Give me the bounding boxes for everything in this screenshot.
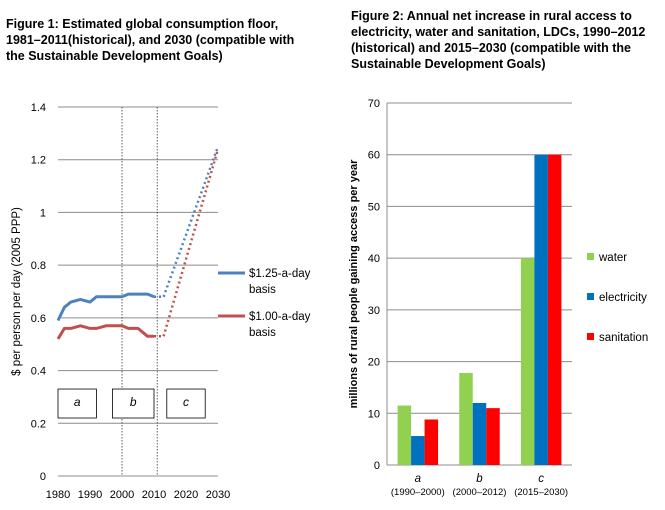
y-tick-label: 40: [368, 253, 380, 265]
period-box: [112, 388, 155, 419]
y-tick-label: 30: [368, 305, 380, 317]
y-tick-label: 0: [40, 471, 46, 483]
y-tick-label: 50: [368, 201, 380, 213]
legend-swatch: [587, 333, 594, 340]
y-axis-label: $ per person per day (2005 PPP): [11, 207, 23, 376]
legend-label: water: [598, 252, 627, 264]
legend-label: sanitation: [599, 332, 648, 344]
category-period-label: (2015–2030): [514, 487, 568, 498]
y-tick-label: 0.6: [31, 313, 46, 325]
period-label: a: [74, 395, 81, 409]
series-historical-line: [56, 292, 155, 322]
series-historical-line: [56, 324, 154, 340]
legend-label: basis: [249, 327, 276, 339]
y-tick-label: 70: [368, 98, 380, 110]
series-projection-line: [162, 146, 220, 298]
y-tick-label: 0.8: [31, 260, 46, 272]
category-label: c: [538, 473, 544, 485]
legend-label: $1.00-a-day: [249, 311, 311, 323]
y-tick-label: 0.4: [31, 366, 46, 378]
x-tick-label: 2010: [142, 489, 166, 501]
y-tick-label: 0: [374, 460, 380, 472]
legend-swatch: [587, 293, 594, 300]
bar: [459, 372, 473, 465]
y-tick-label: 60: [368, 150, 380, 162]
figure2-title: Figure 2: Annual net increase in rural a…: [351, 9, 646, 71]
bar: [534, 154, 548, 465]
y-tick-label: 1.2: [31, 155, 46, 167]
legend-label: basis: [249, 284, 276, 296]
period-label: b: [130, 395, 137, 409]
legend-swatch: [587, 253, 594, 260]
x-tick-label: 2030: [206, 489, 230, 501]
bar: [486, 408, 500, 465]
bar: [547, 154, 562, 465]
category-label: a: [415, 473, 421, 485]
bar: [397, 405, 412, 465]
legend-label: $1.25-a-day: [249, 268, 311, 280]
y-tick-label: 0.2: [31, 418, 46, 430]
category-period-label: (1990–2000): [391, 487, 445, 498]
y-tick-label: 20: [368, 357, 380, 369]
figure1-title: Figure 1: Estimated global consumption f…: [6, 17, 295, 63]
y-tick-label: 1.4: [31, 102, 46, 114]
x-tick-label: 1980: [46, 489, 70, 501]
y-axis-label: millions of rural people gaining access …: [348, 159, 360, 409]
x-tick-label: 1990: [78, 489, 102, 501]
period-label: c: [183, 395, 189, 409]
period-box: [166, 388, 206, 419]
y-tick-label: 10: [368, 408, 380, 420]
bar: [411, 436, 425, 465]
category-label: b: [476, 473, 483, 485]
y-tick-label: 1: [40, 207, 46, 219]
bar: [424, 419, 439, 465]
period-box: [57, 388, 97, 419]
category-period-label: (2000–2012): [453, 487, 507, 498]
x-tick-label: 2000: [110, 489, 134, 501]
x-tick-label: 2020: [174, 489, 198, 501]
legend-label: electricity: [599, 292, 647, 304]
bar: [472, 402, 487, 465]
bar: [520, 258, 535, 465]
